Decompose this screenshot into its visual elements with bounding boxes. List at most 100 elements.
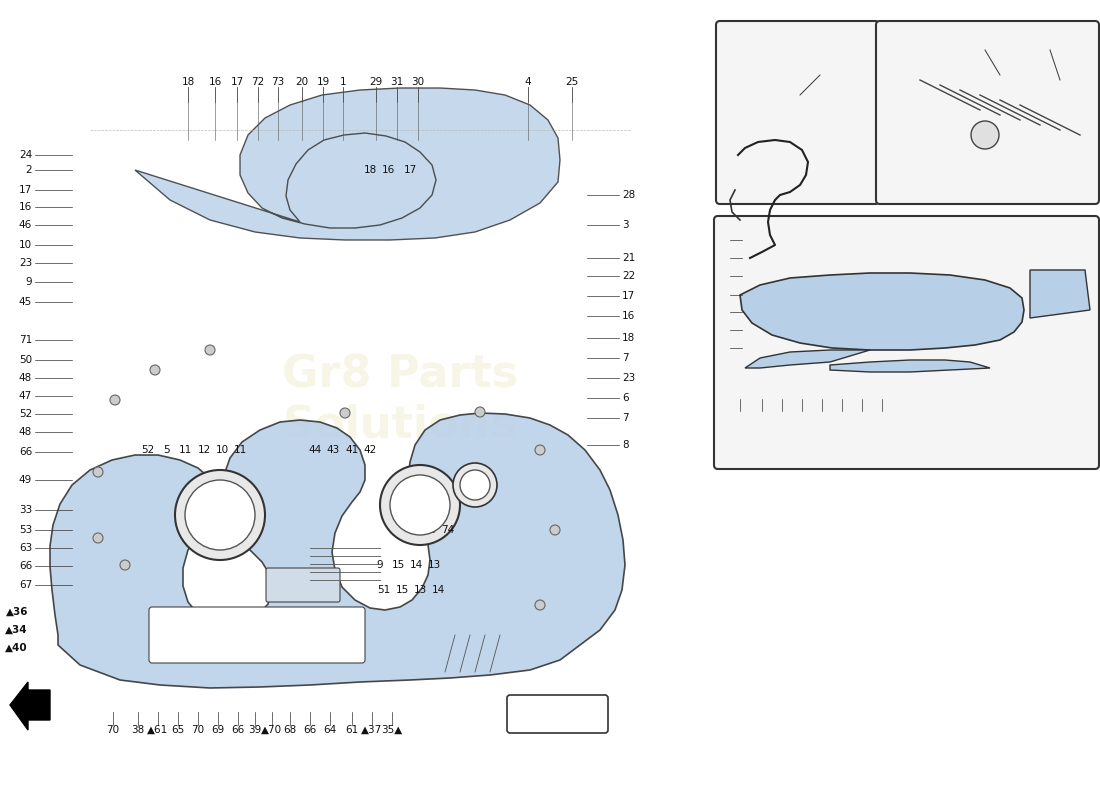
Polygon shape (10, 682, 49, 730)
Text: 65: 65 (172, 725, 185, 735)
Text: 5: 5 (164, 445, 170, 455)
Text: 11: 11 (233, 445, 246, 455)
Text: 23: 23 (621, 373, 636, 383)
Text: 26: 26 (1050, 35, 1066, 45)
Circle shape (185, 480, 255, 550)
Text: 48: 48 (19, 427, 32, 437)
Text: ▲36: ▲36 (6, 607, 28, 617)
FancyBboxPatch shape (148, 607, 365, 663)
Text: 43: 43 (327, 445, 340, 455)
Circle shape (390, 475, 450, 535)
Text: 70: 70 (191, 725, 205, 735)
Text: 18: 18 (363, 165, 376, 175)
Polygon shape (830, 360, 990, 372)
Text: 18: 18 (182, 77, 195, 87)
Circle shape (150, 365, 160, 375)
Text: 69: 69 (211, 725, 224, 735)
Text: 77: 77 (734, 410, 747, 420)
Text: ▲34: ▲34 (6, 625, 28, 635)
Text: 78: 78 (795, 410, 808, 420)
Text: 3: 3 (722, 343, 728, 353)
Text: 75: 75 (424, 525, 437, 535)
Text: 79: 79 (776, 410, 789, 420)
Text: 9: 9 (25, 277, 32, 287)
Text: 12: 12 (197, 445, 210, 455)
Text: 10: 10 (19, 240, 32, 250)
Text: 20: 20 (296, 77, 309, 87)
Text: 16: 16 (208, 77, 221, 87)
Text: 63: 63 (19, 543, 32, 553)
Circle shape (971, 121, 999, 149)
Circle shape (453, 463, 497, 507)
Text: 16: 16 (621, 311, 636, 321)
Text: 17: 17 (230, 77, 243, 87)
Text: 22: 22 (715, 325, 728, 335)
Text: 1: 1 (722, 235, 728, 245)
Text: 15: 15 (392, 560, 405, 570)
Text: 74: 74 (441, 525, 454, 535)
Text: 58: 58 (763, 365, 777, 375)
Text: 21: 21 (621, 253, 636, 263)
Text: 21: 21 (715, 307, 728, 317)
Text: 10: 10 (216, 445, 229, 455)
Text: 66: 66 (231, 725, 244, 735)
Text: 79: 79 (856, 410, 869, 420)
Polygon shape (740, 273, 1024, 350)
Text: Vale per... vedi descrizione: Vale per... vedi descrizione (795, 430, 935, 440)
Circle shape (535, 445, 544, 455)
Text: 60: 60 (815, 410, 828, 420)
Text: ▲40: ▲40 (6, 643, 28, 653)
Text: 27: 27 (977, 35, 992, 45)
Text: 59: 59 (744, 353, 757, 363)
Text: 39: 39 (249, 725, 262, 735)
Text: 68: 68 (284, 725, 297, 735)
Text: 15: 15 (395, 585, 408, 595)
Text: 11: 11 (178, 445, 191, 455)
Circle shape (340, 408, 350, 418)
Text: 54: 54 (835, 410, 848, 420)
Text: 17: 17 (715, 253, 728, 263)
FancyBboxPatch shape (507, 695, 608, 733)
Polygon shape (1030, 270, 1090, 318)
Text: 35▲: 35▲ (382, 725, 403, 735)
Text: 57: 57 (1084, 247, 1097, 257)
Text: 54: 54 (756, 410, 769, 420)
Text: 51: 51 (377, 585, 390, 595)
Circle shape (94, 533, 103, 543)
Text: 23: 23 (19, 258, 32, 268)
Text: 41: 41 (345, 445, 359, 455)
Circle shape (535, 600, 544, 610)
Text: 31: 31 (390, 77, 404, 87)
Text: 1: 1 (340, 77, 346, 87)
Text: 4: 4 (525, 77, 531, 87)
Text: 44: 44 (308, 445, 321, 455)
Text: 38: 38 (131, 725, 144, 735)
Text: 22: 22 (621, 271, 636, 281)
Text: 61: 61 (345, 725, 359, 735)
Text: 19: 19 (317, 77, 330, 87)
Circle shape (205, 345, 214, 355)
FancyBboxPatch shape (876, 21, 1099, 204)
Circle shape (460, 470, 490, 500)
Text: 49: 49 (19, 475, 32, 485)
Text: ▲37: ▲37 (362, 725, 383, 735)
Circle shape (379, 465, 460, 545)
Text: 16: 16 (715, 271, 728, 281)
Text: 71: 71 (19, 335, 32, 345)
Text: 30: 30 (411, 77, 425, 87)
Text: 3: 3 (621, 220, 628, 230)
Text: 14: 14 (409, 560, 422, 570)
Text: 24: 24 (19, 150, 32, 160)
Text: 14: 14 (431, 585, 444, 595)
Text: 17: 17 (621, 291, 636, 301)
Text: 13: 13 (428, 560, 441, 570)
Text: 16: 16 (382, 165, 395, 175)
Text: 18: 18 (715, 290, 728, 300)
Text: 66: 66 (19, 447, 32, 457)
Polygon shape (745, 350, 870, 368)
Text: 50: 50 (19, 355, 32, 365)
Text: 7: 7 (621, 413, 628, 423)
Polygon shape (135, 88, 560, 240)
Circle shape (175, 470, 265, 560)
Circle shape (475, 407, 485, 417)
